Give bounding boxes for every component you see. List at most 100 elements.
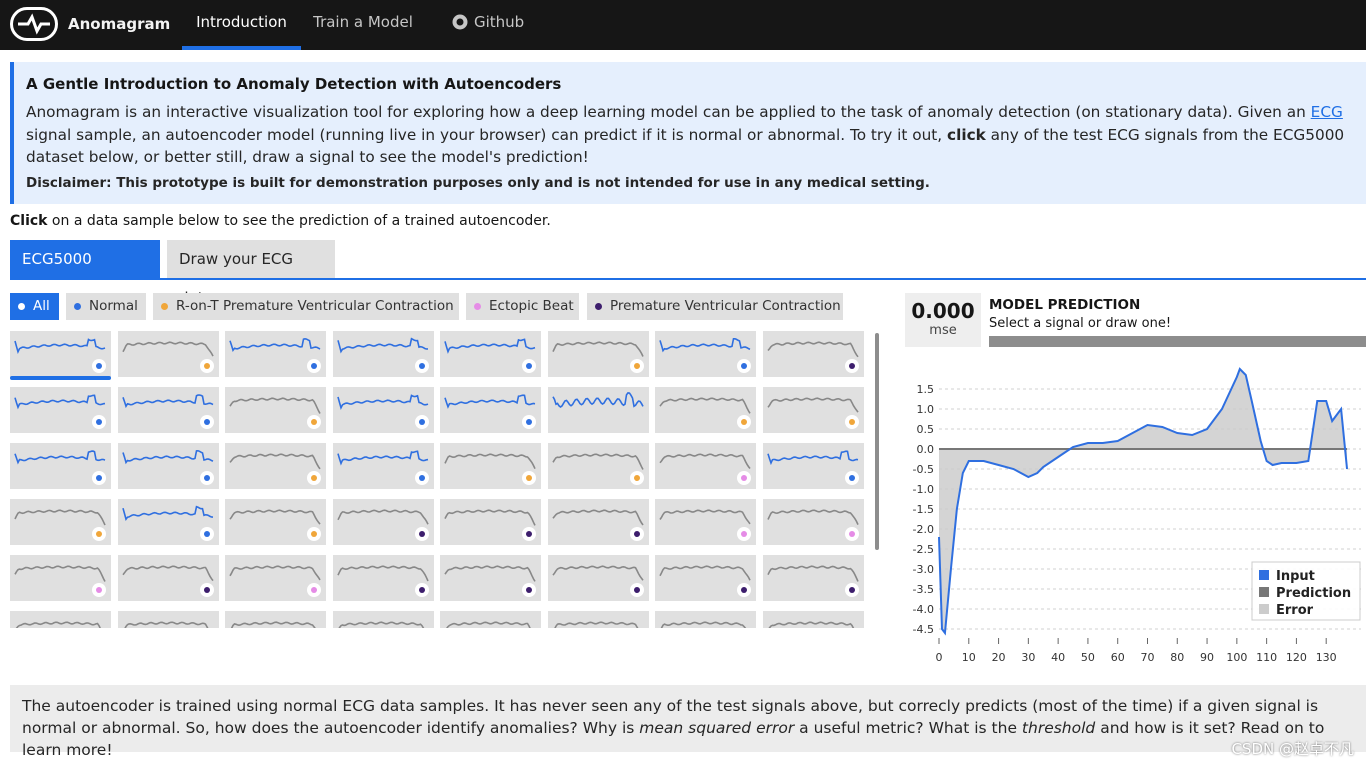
sample-thumbnail[interactable] [440,555,541,605]
filter-chip[interactable]: Ectopic Beat [466,293,579,320]
sample-thumbnail[interactable] [10,499,111,549]
sample-thumbnail[interactable] [10,555,111,605]
thumb-dot [848,363,855,369]
thumb-dot [741,587,747,593]
sample-thumbnail[interactable] [547,387,649,437]
chip-label: Ectopic Beat [489,298,574,314]
sample-thumbnail[interactable] [117,611,219,628]
y-tick-label: -3.0 [913,563,934,576]
filter-chip[interactable]: All [10,293,59,320]
sample-thumbnail[interactable] [117,387,219,437]
sample-thumbnail[interactable] [117,555,219,605]
sample-thumbnail[interactable] [117,499,219,549]
thumb-line [659,565,751,581]
text: and how is it set? Read on to learn more… [22,719,1325,759]
sample-thumbnail[interactable] [655,555,756,605]
sample-thumbnail[interactable] [10,387,111,437]
thumb-line [766,397,859,413]
thumb-line [551,392,644,409]
thumb-line [766,450,858,466]
thumb-dot [203,363,210,369]
sample-thumbnail[interactable] [332,331,434,381]
thumb-dot [741,531,747,537]
chip-label: Normal [89,298,138,314]
x-tick-label: 60 [1111,651,1125,664]
tab[interactable]: ECG5000 Dataset [10,240,160,307]
sample-thumbnail[interactable] [547,611,649,628]
scrollbar[interactable] [875,333,879,550]
sample-thumbnail[interactable] [117,443,219,493]
x-tick-label: 40 [1051,651,1065,664]
thumb-dot [418,363,425,369]
y-tick-label: -4.0 [913,603,934,616]
sample-thumbnail[interactable] [225,387,326,437]
sample-thumbnail[interactable] [332,443,434,493]
sample-thumbnail[interactable] [655,611,756,628]
nav-link[interactable]: Introduction [182,0,301,50]
sample-thumbnail[interactable] [762,611,864,628]
sample-thumbnail[interactable] [547,499,649,549]
filter-chip[interactable]: R-on-T Premature Ventricular Contraction [153,293,459,320]
thumb-line [121,565,214,582]
sample-thumbnail[interactable] [655,443,756,493]
sample-thumbnail[interactable] [117,331,219,381]
watermark: CSDN @赵卓不凡 [1231,740,1354,758]
sample-thumbnail[interactable] [655,499,756,549]
thumb-dot [203,419,210,425]
sample-thumbnail[interactable] [225,611,326,628]
sample-thumbnail[interactable] [440,387,541,437]
sample-thumbnail[interactable] [10,611,111,628]
sample-thumbnail[interactable] [225,331,326,381]
ecg-link[interactable]: ECG [1310,103,1343,121]
sample-thumbnail[interactable] [332,387,434,437]
sample-thumbnail[interactable] [655,387,756,437]
sample-thumbnail[interactable] [332,555,434,605]
sample-thumbnail[interactable] [440,499,541,549]
sample-thumbnail[interactable] [547,555,649,605]
text: on a data sample below to see the predic… [47,213,551,229]
thumb-dot [741,363,747,369]
sample-thumbnail[interactable] [440,443,541,493]
thumb-dot [418,531,425,537]
thumb-dot [526,363,532,369]
sample-thumbnail[interactable] [655,331,756,381]
thumb-line [659,509,751,525]
nav-link[interactable]: Github [474,13,525,31]
text: The autoencoder is trained using normal … [22,697,1319,737]
intro-text: Anomagram is an interactive visualizatio… [26,101,1354,169]
sample-thumbnail[interactable] [440,611,541,628]
y-tick-label: -2.5 [913,543,934,556]
thumb-line [123,621,208,628]
thumb-dot [526,475,532,481]
sample-thumbnail[interactable] [225,499,326,549]
sample-thumbnail[interactable] [762,555,864,605]
y-tick-label: -1.5 [913,503,934,516]
thumb-dot [848,531,855,537]
disclaimer: Disclaimer: This prototype is built for … [26,174,930,191]
thumb-line [766,509,859,525]
sample-thumbnail[interactable] [547,331,649,381]
thumb-dot [96,475,102,481]
thumb-line [229,509,321,525]
sample-thumbnail[interactable] [332,499,434,549]
nav-link[interactable]: Train a Model [313,13,413,31]
sample-thumbnail[interactable] [225,443,326,493]
sample-thumbnail[interactable] [10,331,111,381]
filter-chip[interactable]: Premature Ventricular Contraction [587,293,843,320]
thumb-dot [633,363,640,369]
sample-thumbnail[interactable] [762,387,864,437]
sample-thumbnail[interactable] [225,555,326,605]
sample-thumbnail[interactable] [762,499,864,549]
thumb-dot [633,531,640,537]
sample-thumbnail[interactable] [332,611,434,628]
sample-thumbnail[interactable] [762,331,864,381]
sample-thumbnail[interactable] [10,443,111,493]
thumb-line [121,341,214,357]
sample-thumbnail[interactable] [440,331,541,381]
x-tick-label: 20 [992,651,1006,664]
tab[interactable]: Draw your ECG data [167,240,335,307]
brand[interactable]: Anomagram [68,15,171,33]
sample-thumbnail[interactable] [762,443,864,493]
sample-thumbnail[interactable] [547,443,649,493]
filter-chip[interactable]: Normal [66,293,146,320]
